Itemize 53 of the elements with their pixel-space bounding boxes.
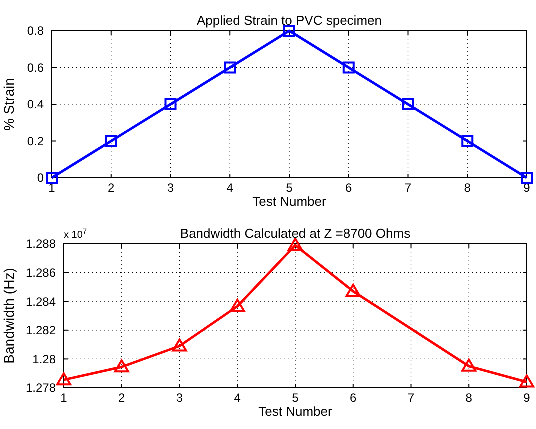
point <box>172 338 188 352</box>
y-tick-label: 1.282 <box>26 324 56 338</box>
y-tick-label: 0.6 <box>27 60 44 75</box>
x-tick-label: 7 <box>408 391 415 405</box>
x-tick-label: 4 <box>226 181 234 195</box>
x-tick-label: 8 <box>466 391 473 405</box>
point <box>46 172 58 184</box>
y-tick-label: 0.4 <box>27 98 44 112</box>
point <box>342 62 355 74</box>
y-tick-label: 1.284 <box>26 294 56 309</box>
point <box>224 62 236 74</box>
y-tick-label: 1.288 <box>26 237 56 252</box>
point <box>520 374 534 388</box>
x-tick-label: 1 <box>48 181 56 195</box>
x-tick-label: 1 <box>60 391 68 405</box>
x-tick-label: 2 <box>108 181 116 195</box>
chart-title: Bandwidth Calculated at Z =8700 Ohms <box>180 226 412 241</box>
point <box>284 25 296 37</box>
x-tick-label: 8 <box>464 181 472 195</box>
point <box>105 135 118 148</box>
x-tick-label: 5 <box>286 181 294 195</box>
x-tick-label: 9 <box>524 181 531 195</box>
x-tick-label: 6 <box>350 391 358 405</box>
point <box>164 98 177 110</box>
y-tick-label: 1.286 <box>26 266 56 280</box>
text: x 10$^{7}$ <box>64 226 88 241</box>
point <box>402 98 414 110</box>
x-tick-label: 3 <box>167 181 174 195</box>
point <box>462 358 477 372</box>
point <box>230 298 246 312</box>
y-tick-label: 0 <box>37 171 44 186</box>
point <box>114 360 130 373</box>
x-tick-label: 6 <box>346 181 353 195</box>
y-axis-title: % Strain <box>1 78 17 131</box>
x-axis-title: Test Number <box>252 194 328 209</box>
point <box>521 172 533 184</box>
point <box>288 238 303 251</box>
point <box>346 284 361 298</box>
x-tick-label: 2 <box>118 391 126 405</box>
point <box>462 135 474 148</box>
x-tick-label: 9 <box>524 391 531 405</box>
y-tick-label: 1.278 <box>26 381 56 396</box>
y-tick-label: 0.2 <box>27 134 44 148</box>
point <box>56 372 72 386</box>
x-tick-label: 4 <box>234 391 242 405</box>
x-tick-label: 7 <box>404 181 412 195</box>
y-axis-title: Bandwidth (Hz) <box>1 268 17 364</box>
x-axis-title: Test Number <box>258 404 334 419</box>
y-tick-label: 1.28 <box>32 352 56 366</box>
y-tick-label: 0.8 <box>27 24 44 38</box>
x-tick-label: 5 <box>292 391 300 405</box>
chart-title: Applied Strain to PVC specimen <box>197 13 382 28</box>
x-tick-label: 3 <box>176 391 184 405</box>
